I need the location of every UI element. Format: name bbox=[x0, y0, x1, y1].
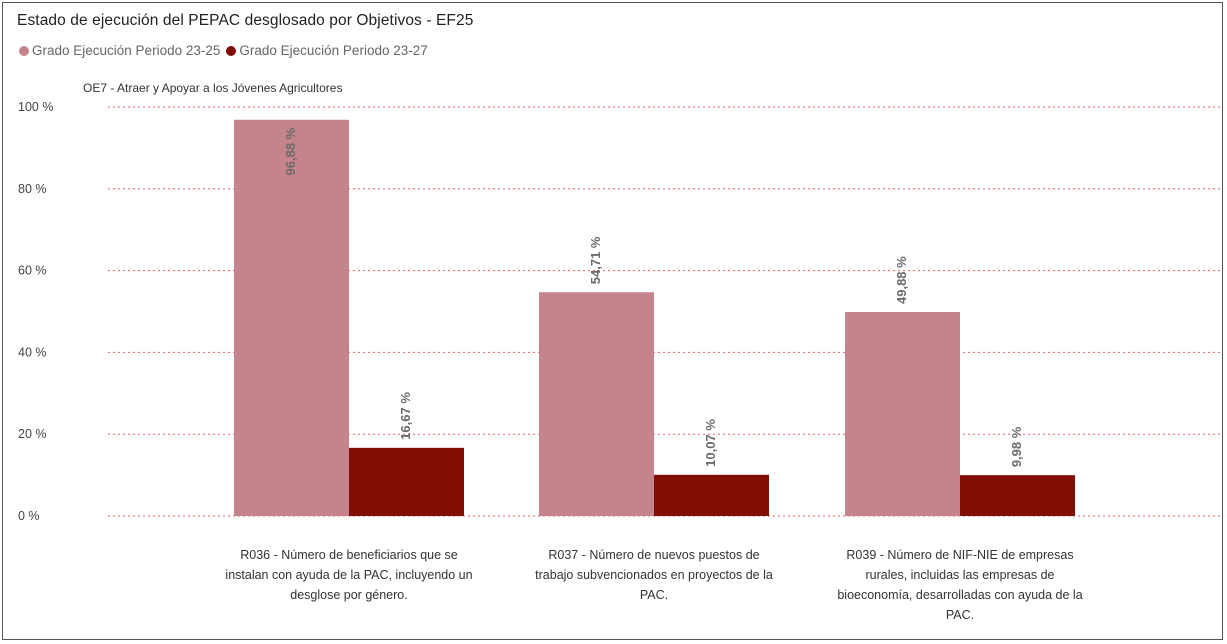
x-category-label-line: instalan con ayuda de la PAC, incluyendo… bbox=[225, 568, 473, 582]
chart-subtitle: OE7 - Atraer y Apoyar a los Jóvenes Agri… bbox=[83, 81, 343, 95]
x-category-label-line: rurales, incluidas las empresas de bbox=[865, 568, 1055, 582]
y-tick-label: 40 % bbox=[18, 345, 47, 359]
legend-dot-series-1 bbox=[19, 45, 29, 56]
y-tick-label: 60 % bbox=[18, 264, 47, 278]
legend-label-series-2: Grado Ejecución Periodo 23-27 bbox=[239, 43, 428, 58]
y-tick-label: 20 % bbox=[18, 427, 47, 441]
bar-series-2[interactable] bbox=[349, 447, 464, 516]
x-category-label-line: R036 - Número de beneficiarios que se bbox=[240, 548, 458, 562]
bar-series-1[interactable] bbox=[539, 292, 654, 516]
legend-label-series-1: Grado Ejecución Periodo 23-25 bbox=[32, 43, 221, 58]
x-category-label-line: R039 - Número de NIF-NIE de empresas bbox=[846, 548, 1074, 562]
x-category-label-line: desglose por género. bbox=[290, 588, 408, 602]
x-category-label-line: bioeconomía, desarrolladas con ayuda de … bbox=[837, 588, 1083, 602]
legend-item-series-2[interactable]: Grado Ejecución Periodo 23-27 bbox=[226, 43, 428, 58]
legend-dot-series-2 bbox=[226, 45, 237, 56]
x-category-label: R039 - Número de NIF-NIE de empresas rura… bbox=[815, 545, 1105, 625]
legend-item-series-1[interactable]: Grado Ejecución Periodo 23-25 bbox=[19, 43, 220, 58]
bar-data-label: 16,67 % bbox=[398, 392, 413, 440]
bar-series-1[interactable] bbox=[845, 311, 960, 516]
x-category-label-line: trabajo subvencionados en proyectos de l… bbox=[535, 568, 773, 582]
x-category-label-line: PAC. bbox=[639, 588, 669, 602]
bar-data-label: 49,88 % bbox=[894, 256, 909, 304]
y-tick-label: 100 % bbox=[18, 100, 53, 114]
bar-series-2[interactable] bbox=[960, 475, 1075, 516]
bar-series-1[interactable] bbox=[234, 119, 349, 516]
y-tick-label: 0 % bbox=[18, 509, 40, 523]
bar-data-label: 9,98 % bbox=[1009, 426, 1024, 467]
bar-data-label: 10,07 % bbox=[703, 419, 718, 467]
x-category-label: R036 - Número de beneficiarios que se ins… bbox=[204, 545, 494, 605]
x-category-label-line: PAC. bbox=[945, 608, 975, 622]
chart-title: Estado de ejecución del PEPAC desglosado… bbox=[17, 12, 474, 29]
x-category-label-line: R037 - Número de nuevos puestos de bbox=[548, 548, 760, 562]
y-tick-label: 80 % bbox=[18, 182, 47, 196]
bar-data-label: 96,88 % bbox=[283, 127, 298, 175]
bar-series-2[interactable] bbox=[654, 474, 769, 516]
chart-legend: Grado Ejecución Periodo 23-25 Grado Ejec… bbox=[19, 43, 434, 58]
x-category-label: R037 - Número de nuevos puestos de trabaj… bbox=[509, 545, 799, 605]
bar-data-label: 54,71 % bbox=[588, 236, 603, 284]
